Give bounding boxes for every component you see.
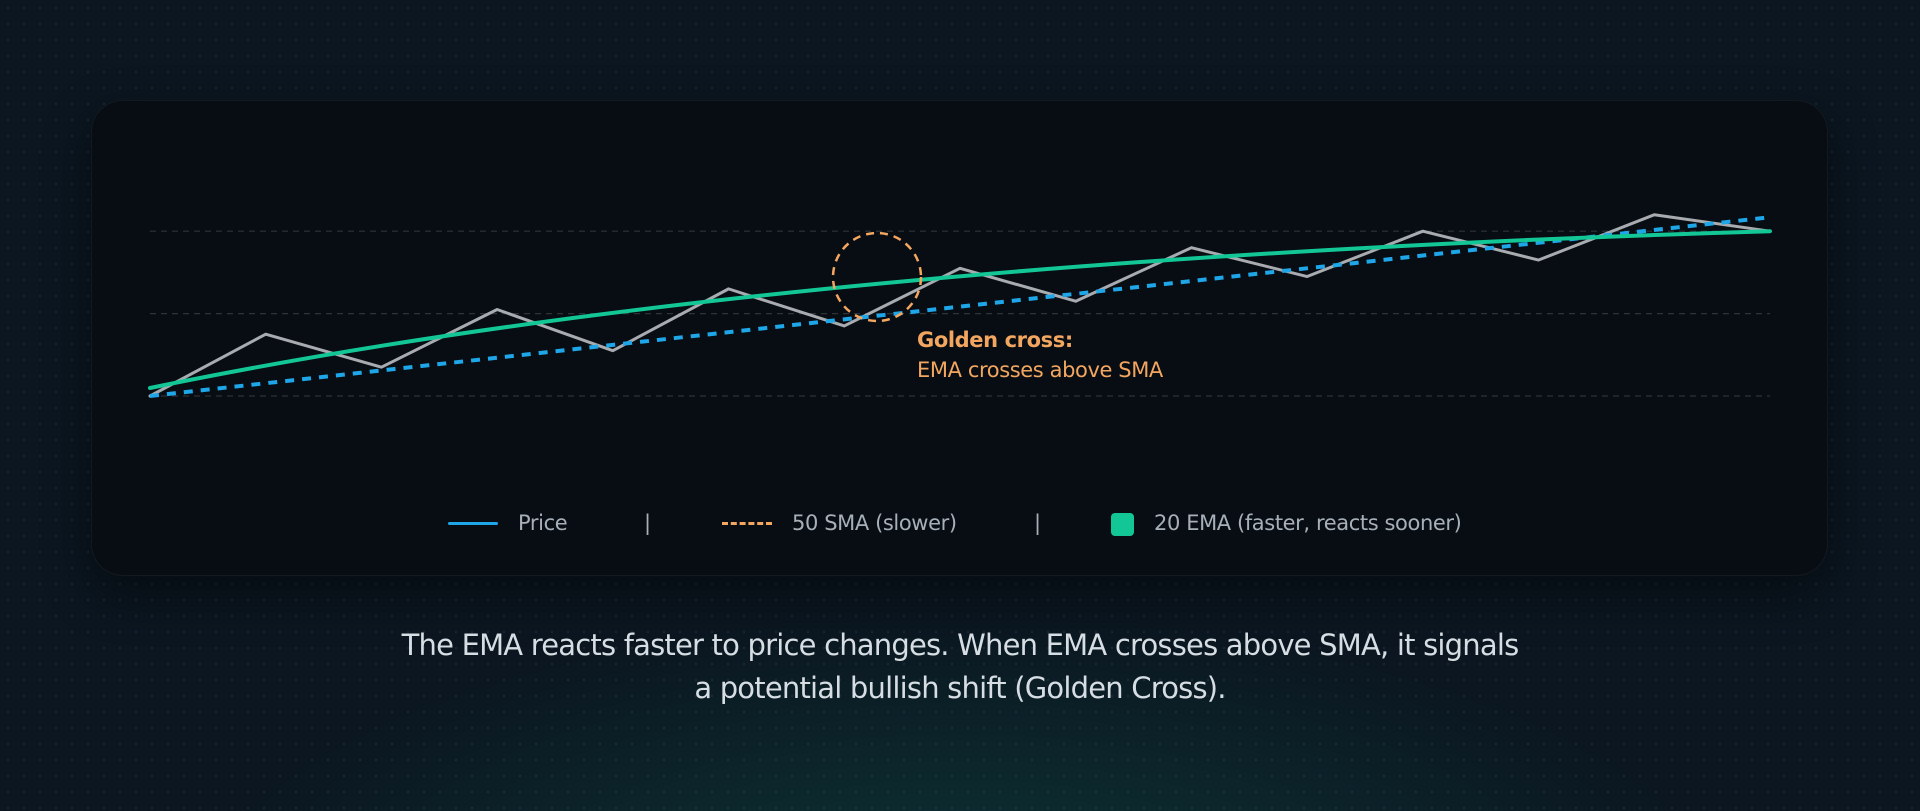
ema-line [148,229,1772,390]
legend-ema-swatch [1111,513,1134,536]
legend-ema-label: 20 EMA (faster, reacts sooner) [1154,511,1462,535]
legend-separator: | [1034,511,1041,535]
caption-line-2: a potential bullish shift (Golden Cross)… [694,671,1226,705]
caption-line-1: The EMA reacts faster to price changes. … [401,628,1520,662]
golden-cross-annotation: Golden cross: EMA crosses above SMA [917,325,1163,385]
chart-card [91,100,1828,576]
legend-price-swatch [448,522,498,525]
price-line [148,213,1772,398]
annotation-text: EMA crosses above SMA [917,358,1163,382]
legend-sma-swatch [722,522,772,525]
annotation-title: Golden cross: [917,328,1073,352]
legend-sma-label: 50 SMA (slower) [792,511,957,535]
golden-cross-marker [831,231,923,323]
chart-legend: Price | 50 SMA (slower) | 20 EMA (faster… [0,503,1920,543]
chart-caption: The EMA reacts faster to price changes. … [360,624,1560,710]
legend-price-label: Price [518,511,568,535]
legend-separator: | [644,511,651,535]
